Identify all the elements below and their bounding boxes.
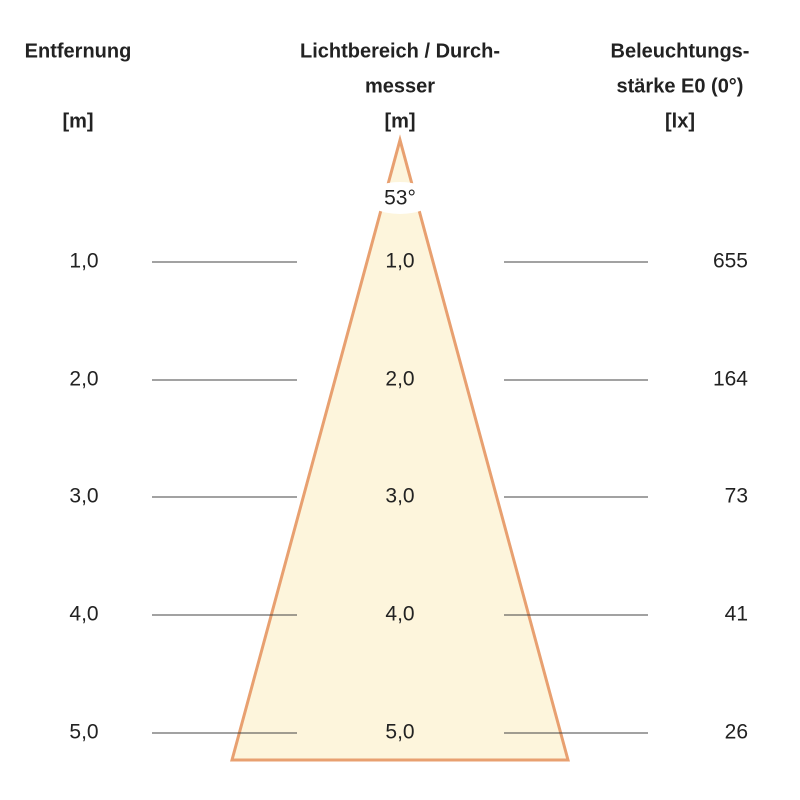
- illuminance: 41: [725, 603, 748, 626]
- distance: 4,0: [69, 603, 98, 626]
- column-unit: [lx]: [665, 110, 695, 132]
- beam-angle: 53°: [384, 187, 416, 210]
- illuminance: 655: [713, 250, 748, 273]
- angle-background: [366, 182, 434, 214]
- column-header: Beleuchtungs-: [611, 40, 750, 62]
- diameter: 1,0: [385, 250, 414, 273]
- light-cone: [230, 134, 570, 762]
- column-header: Entfernung: [25, 40, 132, 62]
- column-header: Lichtbereich / Durch-: [300, 40, 500, 62]
- distance: 1,0: [69, 250, 98, 273]
- diameter: 3,0: [385, 485, 414, 508]
- diameter: 2,0: [385, 368, 414, 391]
- column-header: stärke E0 (0°): [617, 75, 744, 97]
- illuminance: 73: [725, 485, 748, 508]
- column-unit: [m]: [62, 110, 93, 132]
- distance: 3,0: [69, 485, 98, 508]
- illuminance: 164: [713, 368, 748, 391]
- distance: 2,0: [69, 368, 98, 391]
- column-unit: [m]: [384, 110, 415, 132]
- distance: 5,0: [69, 721, 98, 744]
- diameter: 4,0: [385, 603, 414, 626]
- diameter: 5,0: [385, 721, 414, 744]
- column-header: messer: [365, 75, 435, 97]
- illuminance: 26: [725, 721, 748, 744]
